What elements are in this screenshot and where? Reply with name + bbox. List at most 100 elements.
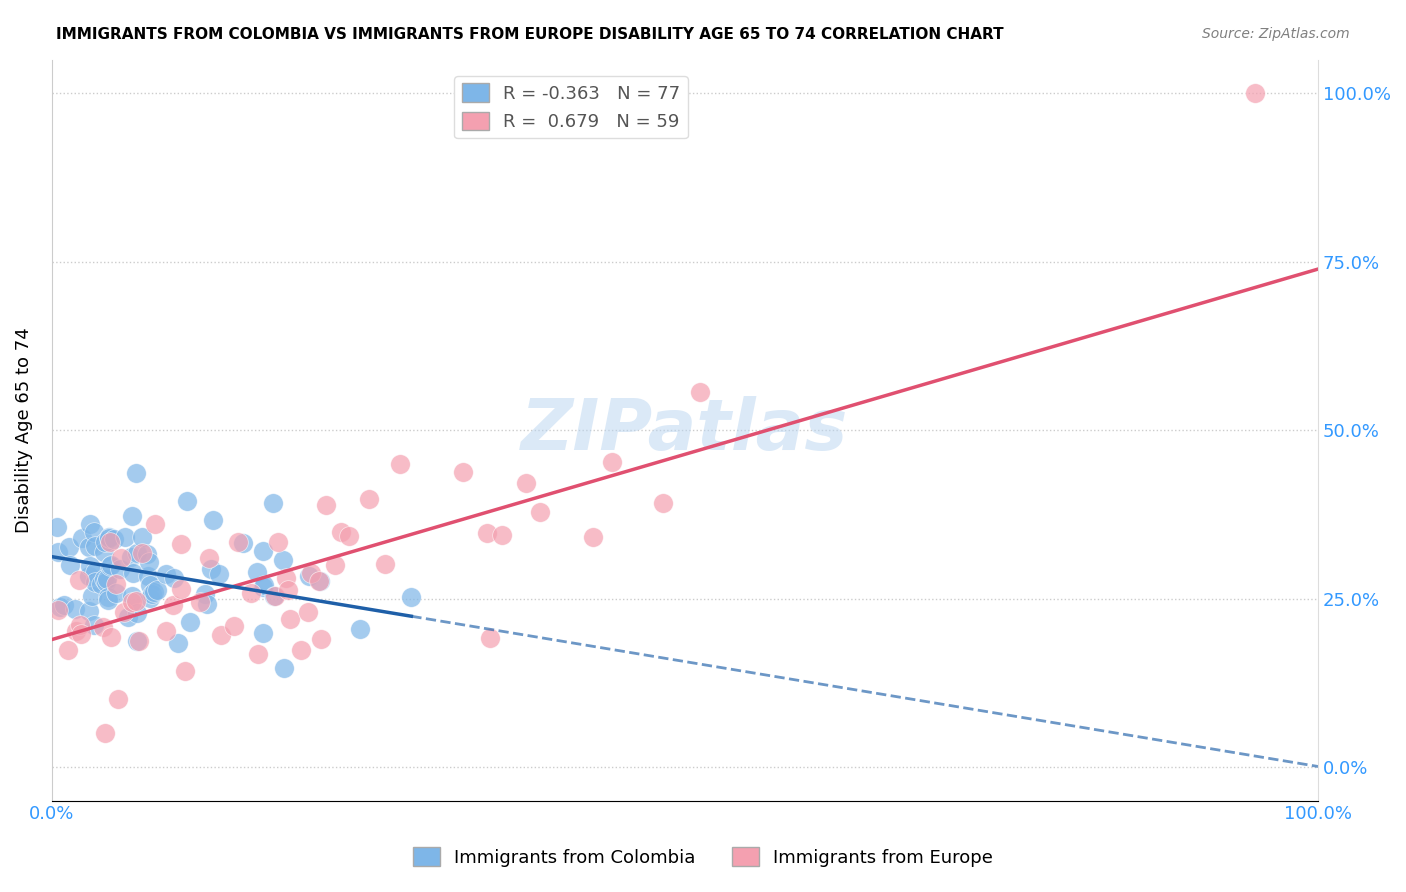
Point — [689, 384, 711, 399]
Point — [100, 558, 122, 572]
Point — [125, 606, 148, 620]
Point — [194, 587, 217, 601]
Point — [1243, 87, 1265, 101]
Point — [136, 548, 159, 562]
Point — [98, 558, 121, 573]
Point — [70, 626, 93, 640]
Point — [252, 580, 274, 594]
Point — [339, 529, 361, 543]
Point — [110, 562, 132, 576]
Point — [84, 565, 107, 579]
Point — [198, 550, 221, 565]
Point — [46, 545, 69, 559]
Text: IMMIGRANTS FROM COLOMBIA VS IMMIGRANTS FROM EUROPE DISABILITY AGE 65 TO 74 CORRE: IMMIGRANTS FROM COLOMBIA VS IMMIGRANTS F… — [56, 27, 1004, 42]
Point — [114, 529, 136, 543]
Text: Source: ZipAtlas.com: Source: ZipAtlas.com — [1202, 27, 1350, 41]
Point — [290, 642, 312, 657]
Point — [91, 620, 114, 634]
Point — [162, 598, 184, 612]
Point — [582, 531, 605, 545]
Point — [98, 534, 121, 549]
Point — [179, 615, 201, 629]
Point — [264, 589, 287, 603]
Point — [138, 555, 160, 569]
Point — [309, 632, 332, 646]
Point — [93, 544, 115, 558]
Point — [128, 634, 150, 648]
Point — [59, 558, 82, 572]
Point — [271, 553, 294, 567]
Point — [359, 492, 381, 507]
Point — [125, 593, 148, 607]
Point — [329, 525, 352, 540]
Point — [529, 504, 551, 518]
Point — [309, 574, 332, 588]
Point — [209, 628, 232, 642]
Point — [121, 589, 143, 603]
Point — [155, 624, 177, 639]
Point — [77, 569, 100, 583]
Point — [65, 624, 87, 639]
Point — [77, 604, 100, 618]
Point — [122, 566, 145, 580]
Point — [94, 534, 117, 549]
Point — [96, 574, 118, 589]
Point — [239, 585, 262, 599]
Point — [190, 595, 212, 609]
Point — [112, 605, 135, 619]
Point — [226, 535, 249, 549]
Point — [131, 530, 153, 544]
Point — [252, 544, 274, 558]
Point — [94, 726, 117, 740]
Point — [308, 574, 330, 588]
Point — [163, 571, 186, 585]
Point — [79, 516, 101, 531]
Point — [253, 578, 276, 592]
Point — [195, 597, 218, 611]
Point — [120, 549, 142, 564]
Point — [90, 577, 112, 591]
Point — [263, 590, 285, 604]
Point — [651, 495, 673, 509]
Point — [84, 539, 107, 553]
Legend: R = -0.363   N = 77, R =  0.679   N = 59: R = -0.363 N = 77, R = 0.679 N = 59 — [454, 76, 688, 138]
Point — [170, 537, 193, 551]
Point — [142, 584, 165, 599]
Legend: Immigrants from Colombia, Immigrants from Europe: Immigrants from Colombia, Immigrants fro… — [405, 840, 1001, 874]
Point — [127, 546, 149, 560]
Point — [83, 617, 105, 632]
Point — [63, 601, 86, 615]
Point — [69, 617, 91, 632]
Point — [200, 562, 222, 576]
Point — [97, 590, 120, 604]
Point — [49, 599, 72, 614]
Point — [121, 595, 143, 609]
Point — [374, 557, 396, 571]
Point — [77, 540, 100, 554]
Point — [262, 496, 284, 510]
Point — [600, 454, 623, 468]
Point — [278, 612, 301, 626]
Point — [121, 508, 143, 523]
Point — [98, 531, 121, 545]
Point — [277, 582, 299, 597]
Point — [83, 525, 105, 540]
Point — [169, 582, 191, 596]
Point — [93, 572, 115, 586]
Point — [143, 516, 166, 531]
Point — [299, 566, 322, 580]
Point — [297, 605, 319, 619]
Point — [267, 535, 290, 549]
Point — [273, 661, 295, 675]
Point — [323, 558, 346, 573]
Point — [79, 559, 101, 574]
Point — [138, 578, 160, 592]
Point — [167, 636, 190, 650]
Point — [48, 602, 70, 616]
Point — [491, 528, 513, 542]
Point — [222, 619, 245, 633]
Point — [138, 591, 160, 605]
Point — [146, 583, 169, 598]
Point — [247, 647, 270, 661]
Point — [100, 630, 122, 644]
